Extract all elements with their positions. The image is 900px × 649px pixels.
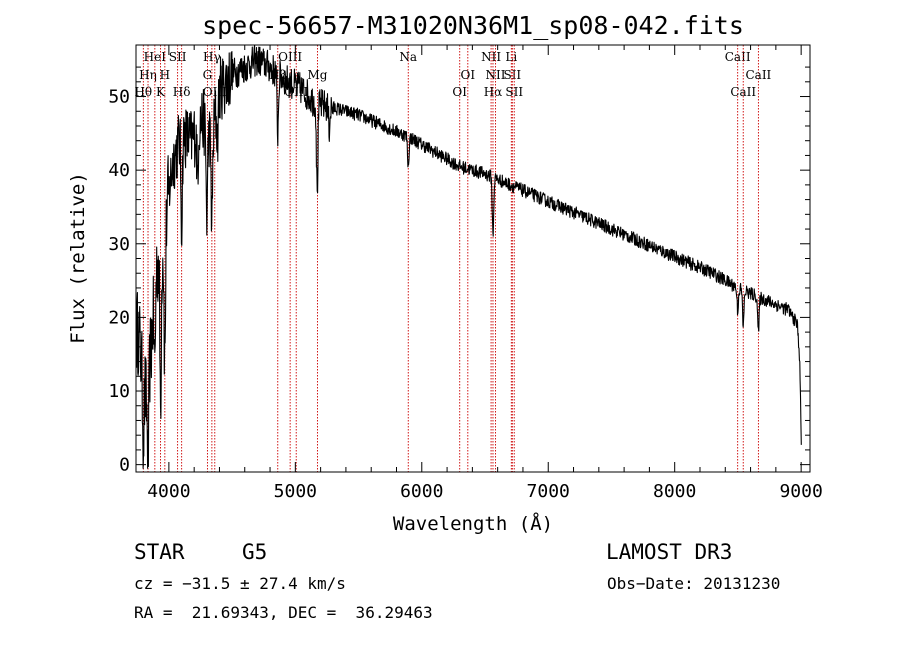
line-marker-label: CaII — [745, 68, 771, 82]
line-markers: HθHηHeIKHSIIHδGHγOIIIHβOIIIOIIIMgNaOIOIN… — [134, 45, 772, 472]
chart-title: spec-56657-M31020N36M1_sp08-042.fits — [202, 11, 744, 40]
line-marker-label: Hγ — [203, 50, 221, 64]
x-tick-label: 8000 — [653, 481, 696, 502]
line-marker-label: Li — [505, 50, 517, 64]
line-marker-label: Na — [399, 50, 417, 64]
plot-frame — [135, 44, 811, 473]
line-marker-label: NII — [486, 68, 506, 82]
y-tick-label: 0 — [119, 455, 130, 476]
object-class: STAR — [134, 540, 185, 564]
observation-date: Obs−Date: 20131230 — [607, 574, 781, 593]
y-tick-label: 30 — [108, 234, 130, 255]
line-marker-label: Hδ — [173, 85, 191, 99]
y-axis-label: Flux (relative) — [67, 172, 89, 344]
line-marker-label: CaII — [725, 50, 751, 64]
line-marker-label: SII — [505, 85, 523, 99]
x-tick-label: 4000 — [147, 481, 190, 502]
y-tick-label: 10 — [108, 381, 130, 402]
line-marker-label: HeI — [144, 50, 167, 64]
line-marker-label: Hα — [484, 85, 503, 99]
x-axis-label: Wavelength (Å) — [393, 512, 553, 535]
survey-name: LAMOST DR3 — [606, 540, 733, 564]
line-marker-label: OI — [452, 85, 467, 99]
x-tick-label: 9000 — [779, 481, 822, 502]
line-marker-label: OI — [461, 68, 476, 82]
line-marker-label: G — [203, 68, 213, 82]
line-marker-label: H — [160, 68, 170, 82]
spectrum-trace — [136, 44, 802, 469]
line-marker-label: Hη — [139, 68, 157, 82]
y-tick-label: 40 — [108, 160, 130, 181]
y-tick-label: 20 — [108, 307, 130, 328]
line-marker-label: K — [156, 85, 166, 99]
x-tick-label: 7000 — [527, 481, 570, 502]
coordinates: RA = 21.69343, DEC = 36.29463 — [134, 603, 433, 622]
redshift-cz: cz = −31.5 ± 27.4 km/s — [134, 574, 346, 593]
line-marker-label: CaII — [730, 85, 756, 99]
x-tick-label: 5000 — [274, 481, 317, 502]
line-marker-label: SII — [169, 50, 187, 64]
subclass: G5 — [242, 540, 268, 564]
spectrum-line — [136, 44, 802, 469]
axes: 4000 5000 6000 7000 8000 9000 0 10 20 30 40 50 — [108, 45, 823, 502]
line-marker-label: Mg — [307, 68, 327, 82]
y-tick-label: 50 — [108, 87, 130, 108]
x-tick-label: 6000 — [400, 481, 443, 502]
line-marker-label: SII — [503, 68, 521, 82]
line-marker-label: OIII — [278, 50, 302, 64]
line-marker-label: NII — [481, 50, 501, 64]
